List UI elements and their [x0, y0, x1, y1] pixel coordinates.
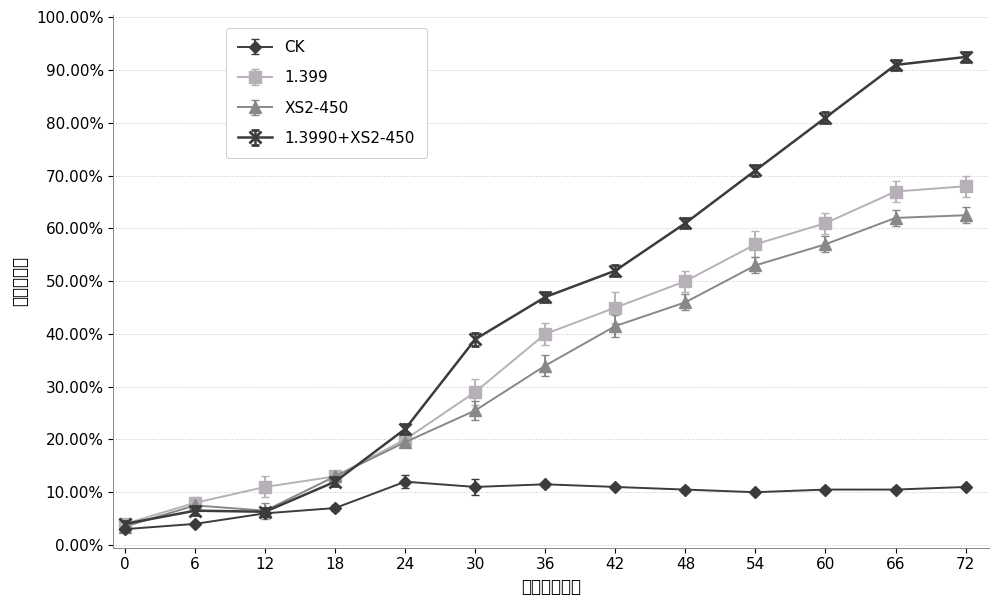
X-axis label: 时间（小时）: 时间（小时） [521, 578, 581, 596]
Y-axis label: 油脂降解率: 油脂降解率 [11, 256, 29, 306]
Legend: CK, 1.399, XS2-450, 1.3990+XS2-450: CK, 1.399, XS2-450, 1.3990+XS2-450 [226, 28, 427, 158]
